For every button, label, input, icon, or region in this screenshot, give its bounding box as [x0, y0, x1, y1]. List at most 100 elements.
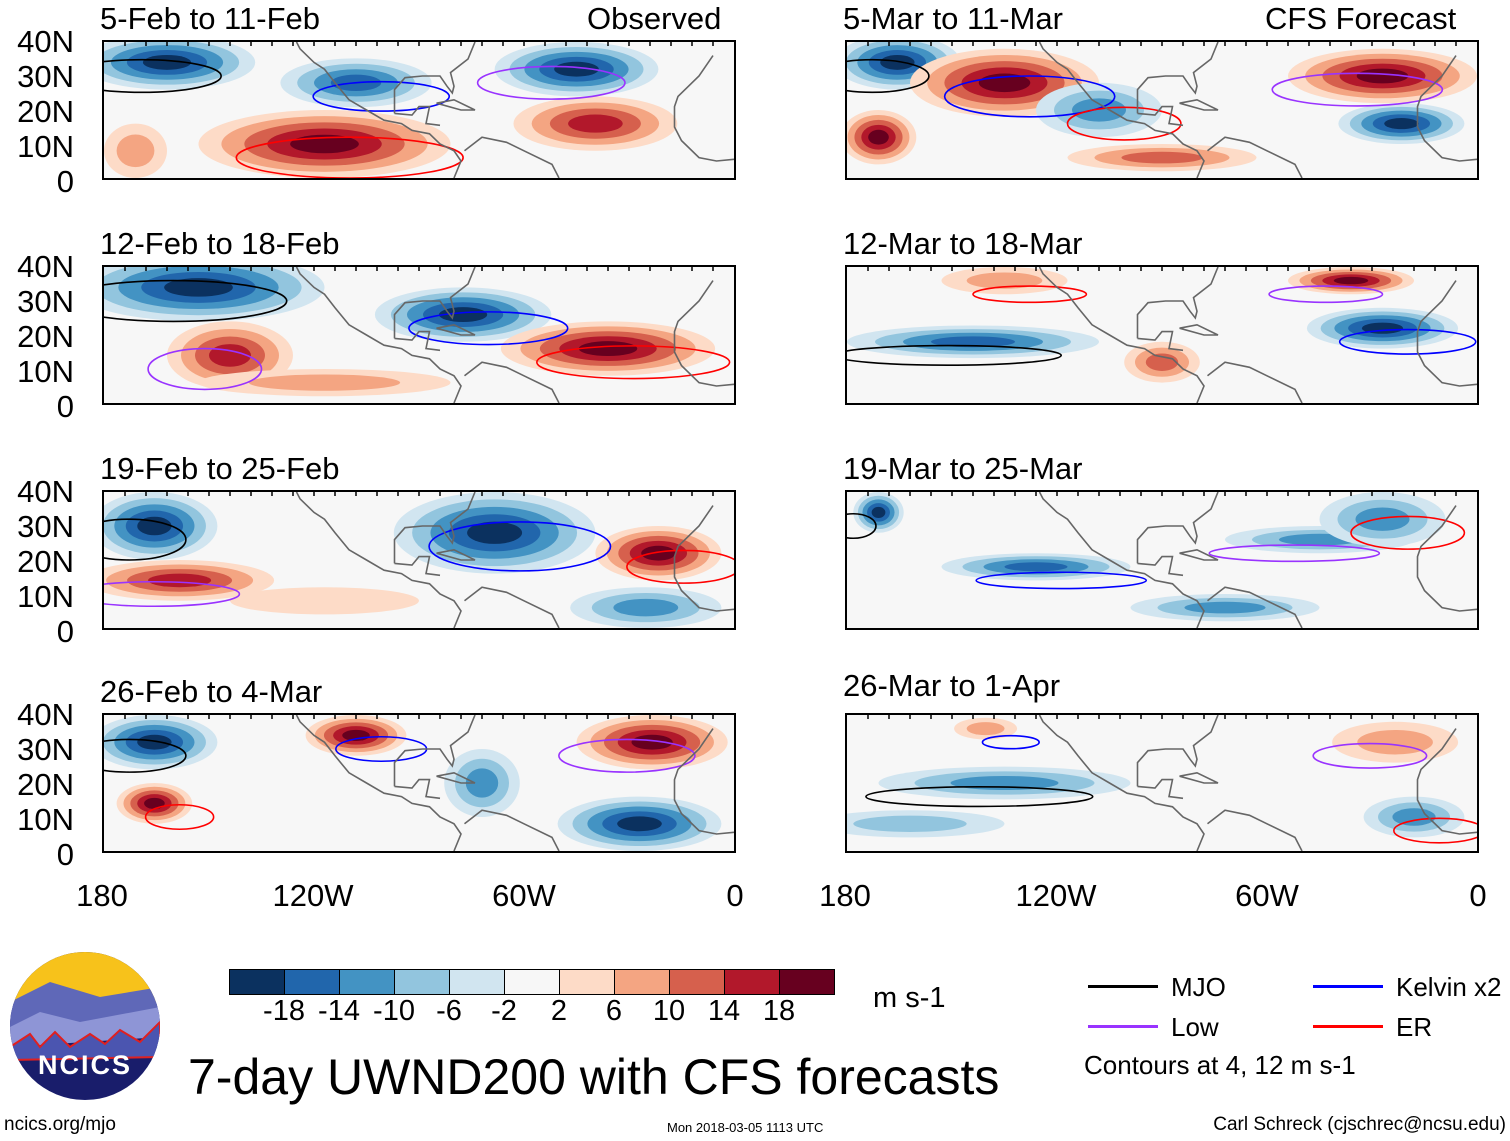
lat-tick-label: 0 [56, 389, 74, 424]
westerly-anomaly-shading [568, 114, 623, 133]
westerly-anomaly-shading [1356, 68, 1409, 84]
colorbar-label: 10 [652, 995, 686, 1027]
contour-line [1338, 328, 1477, 355]
coastline [295, 492, 462, 628]
coastline [394, 555, 441, 577]
easterly-anomaly-shading [931, 336, 1015, 348]
legend-line-low [1088, 1025, 1158, 1028]
map-panel-19-feb-to-25-feb [102, 490, 736, 630]
ncics-logo: NCICS [10, 952, 160, 1100]
easterly-anomaly-shading [1004, 562, 1068, 572]
easterly-anomaly-shading [613, 598, 679, 617]
map-panel-12-mar-to-18-mar [845, 265, 1479, 405]
coastline [436, 98, 476, 111]
legend-label: ER [1396, 1012, 1433, 1042]
contour-line [1350, 515, 1466, 550]
footer-right: Carl Schreck (cjschrec@ncsu.edu) [1213, 1114, 1506, 1135]
lat-tick-label: 30N [17, 59, 74, 94]
coastline [673, 280, 734, 387]
panel-title: 19-Feb to 25-Feb [100, 451, 340, 486]
coastline [393, 267, 476, 339]
easterly-anomaly-shading [439, 307, 488, 323]
contour-line [943, 75, 1116, 118]
contour-line [104, 279, 288, 323]
coastline [1416, 280, 1477, 387]
colorbar-swatch [395, 970, 450, 994]
coastline [464, 361, 560, 403]
contour-line [626, 549, 734, 584]
colorbar-swatch [615, 970, 670, 994]
colorbar-label: -18 [263, 995, 305, 1027]
wind-anomaly-map [104, 42, 734, 178]
colorbar-label: -14 [318, 995, 360, 1027]
lat-tick-label: 40N [17, 474, 74, 509]
contour-line [147, 347, 263, 391]
colorbar-label: 6 [605, 995, 623, 1027]
coastline [1179, 771, 1219, 784]
coastline [1137, 330, 1184, 352]
westerly-anomaly-shading [578, 341, 638, 357]
lon-tick-label: 60W [1235, 878, 1299, 913]
coastline [295, 42, 462, 178]
legend-label: Low [1171, 1012, 1219, 1042]
coastline [1416, 505, 1477, 612]
panel-title: 26-Feb to 4-Mar [100, 674, 323, 709]
contour-line [847, 58, 930, 94]
contour-line [428, 521, 612, 572]
contour-line [144, 803, 215, 831]
colorbar-swatch [340, 970, 395, 994]
coastline [394, 330, 441, 352]
observed-column-label: Observed [587, 1, 722, 36]
lat-tick-label: 20N [17, 767, 74, 802]
westerly-anomaly-shading [144, 797, 165, 809]
contour-note: Contours at 4, 12 m s-1 [1084, 1050, 1356, 1080]
contour-line [847, 512, 877, 540]
wind-anomaly-map [847, 267, 1477, 403]
lon-tick-label: 180 [819, 878, 871, 913]
coastline [1137, 778, 1184, 800]
contour-line [104, 518, 187, 561]
easterly-anomaly-shading [142, 54, 192, 70]
westerly-anomaly-shading [116, 134, 155, 168]
lat-tick-label: 40N [17, 697, 74, 732]
wind-anomaly-map [104, 492, 734, 628]
coastline [1207, 361, 1303, 403]
westerly-anomaly-shading [966, 272, 1043, 289]
map-panel-26-mar-to-1-apr [845, 713, 1479, 853]
lat-tick-label: 0 [56, 837, 74, 872]
westerly-anomaly-shading [248, 374, 401, 391]
panel-title: 19-Mar to 25-Mar [843, 451, 1083, 486]
lon-tick-label: 0 [726, 878, 744, 913]
contour-line [104, 580, 241, 608]
footer-left[interactable]: ncics.org/mjo [4, 1114, 116, 1135]
coastline [1137, 105, 1184, 127]
contour-line [1268, 285, 1384, 304]
coastline [1207, 809, 1303, 851]
lon-tick-label: 120W [1015, 878, 1097, 913]
map-panel-12-feb-to-18-feb [102, 265, 736, 405]
easterly-anomaly-shading [465, 768, 499, 798]
panel-title: 12-Mar to 18-Mar [843, 226, 1083, 261]
map-panel-5-mar-to-11-mar [845, 40, 1479, 180]
coastline [673, 55, 734, 162]
easterly-anomaly-shading [467, 521, 523, 544]
contour-line [104, 738, 187, 773]
contour-line [981, 734, 1040, 750]
coastline [1179, 548, 1219, 561]
contour-line [975, 571, 1148, 590]
westerly-anomaly-shading [966, 722, 1005, 736]
coastline [393, 42, 476, 114]
easterly-anomaly-shading [1355, 507, 1410, 531]
easterly-anomaly-shading [880, 54, 915, 70]
lat-tick-label: 40N [17, 249, 74, 284]
colorbar-swatch [505, 970, 560, 994]
colorbar-label: 14 [707, 995, 741, 1027]
westerly-anomaly-shading [209, 344, 251, 367]
contour-line [104, 58, 222, 94]
coastline [295, 715, 462, 851]
coastline [673, 728, 734, 835]
contour-line [558, 738, 696, 773]
lon-tick-label: 0 [1469, 878, 1487, 913]
lat-tick-label: 0 [56, 614, 74, 649]
easterly-anomaly-shading [617, 816, 662, 832]
